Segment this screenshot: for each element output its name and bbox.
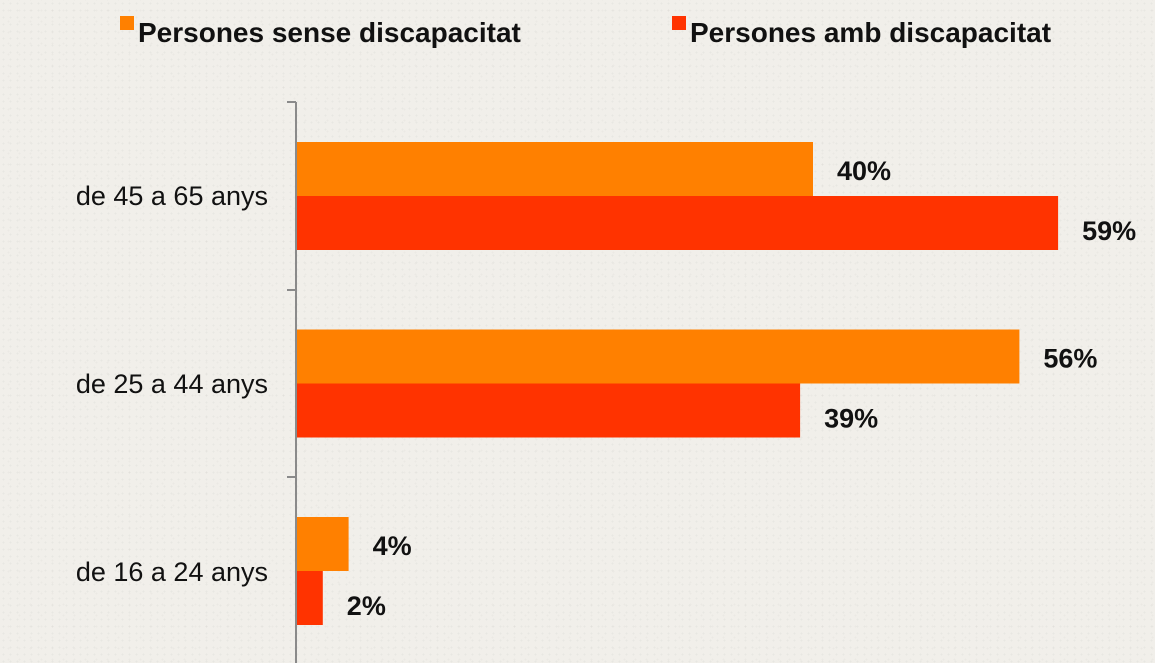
category-labels: de 45 a 65 anys de 25 a 44 anys de 16 a … bbox=[76, 181, 268, 587]
value-label: 56% bbox=[1043, 344, 1097, 374]
value-label: 4% bbox=[373, 531, 412, 561]
legend-swatch-amb-discapacitat bbox=[672, 16, 686, 30]
bar-sense-discapacitat bbox=[297, 329, 1020, 384]
value-label: 2% bbox=[347, 591, 386, 621]
bars bbox=[297, 142, 1059, 625]
bar-sense-discapacitat bbox=[297, 142, 813, 196]
category-label: de 16 a 24 anys bbox=[76, 557, 268, 587]
bar-amb-discapacitat bbox=[297, 571, 323, 625]
category-label: de 25 a 44 anys bbox=[76, 369, 268, 399]
bar-sense-discapacitat bbox=[297, 517, 349, 571]
legend-swatch-sense-discapacitat bbox=[120, 16, 134, 30]
category-label: de 45 a 65 anys bbox=[76, 181, 268, 211]
value-labels: 40% 59% 56% 39% 4% 2% bbox=[347, 156, 1136, 621]
value-label: 39% bbox=[824, 404, 878, 434]
legend-label-sense-discapacitat: Persones sense discapacitat bbox=[138, 17, 521, 48]
legend-label-amb-discapacitat: Persones amb discapacitat bbox=[690, 17, 1051, 48]
value-label: 59% bbox=[1082, 216, 1136, 246]
legend: Persones sense discapacitat Persones amb… bbox=[120, 16, 1051, 48]
bar-amb-discapacitat bbox=[297, 383, 801, 438]
bar-amb-discapacitat bbox=[297, 196, 1059, 250]
value-label: 40% bbox=[837, 156, 891, 186]
y-axis bbox=[287, 101, 297, 663]
